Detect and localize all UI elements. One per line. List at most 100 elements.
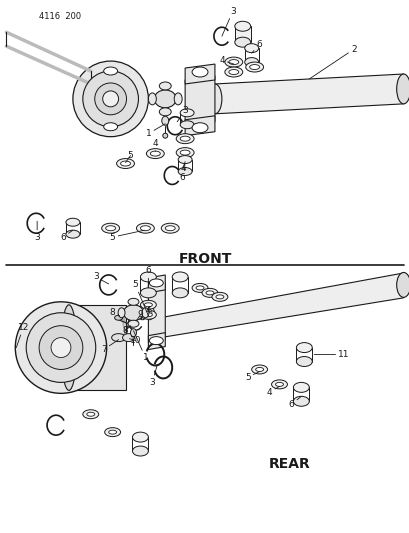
Text: 4116  200: 4116 200	[39, 12, 81, 21]
Text: 5: 5	[125, 151, 133, 163]
Ellipse shape	[245, 62, 263, 72]
Ellipse shape	[137, 306, 147, 320]
Ellipse shape	[176, 134, 193, 144]
Text: 3: 3	[177, 106, 188, 122]
Polygon shape	[234, 26, 250, 42]
Ellipse shape	[140, 310, 156, 319]
Ellipse shape	[196, 286, 204, 290]
Polygon shape	[185, 76, 214, 126]
Ellipse shape	[139, 309, 144, 316]
Ellipse shape	[146, 309, 151, 316]
Ellipse shape	[104, 427, 120, 437]
Text: 4: 4	[152, 139, 158, 151]
Ellipse shape	[120, 161, 130, 166]
Ellipse shape	[180, 136, 190, 141]
Text: 3: 3	[221, 7, 235, 36]
Ellipse shape	[228, 60, 238, 64]
Text: 5: 5	[110, 230, 144, 241]
Text: 3: 3	[149, 365, 157, 387]
Ellipse shape	[140, 300, 156, 309]
Ellipse shape	[123, 305, 143, 321]
Text: 3: 3	[93, 272, 108, 284]
Ellipse shape	[128, 298, 139, 305]
Ellipse shape	[271, 380, 287, 389]
Ellipse shape	[172, 288, 188, 298]
Text: 6: 6	[60, 230, 73, 241]
Text: 4: 4	[266, 386, 279, 397]
Ellipse shape	[293, 382, 308, 392]
Ellipse shape	[103, 67, 117, 75]
Polygon shape	[148, 275, 165, 293]
Ellipse shape	[144, 313, 152, 317]
Text: 4: 4	[180, 161, 186, 173]
Text: 8: 8	[110, 308, 119, 317]
Ellipse shape	[130, 306, 140, 320]
Text: 9: 9	[136, 310, 143, 321]
Ellipse shape	[180, 121, 193, 129]
Ellipse shape	[172, 272, 188, 282]
Circle shape	[15, 302, 106, 393]
Ellipse shape	[234, 37, 250, 47]
Ellipse shape	[144, 303, 152, 307]
Ellipse shape	[132, 432, 148, 442]
Ellipse shape	[154, 90, 176, 108]
Text: 5: 5	[244, 372, 259, 382]
Text: 6: 6	[251, 39, 262, 53]
Ellipse shape	[228, 69, 238, 75]
Text: REAR: REAR	[268, 457, 310, 471]
Ellipse shape	[180, 150, 190, 155]
Text: 6: 6	[145, 266, 151, 285]
Ellipse shape	[101, 223, 119, 233]
Ellipse shape	[111, 334, 125, 342]
Ellipse shape	[180, 109, 193, 117]
Ellipse shape	[149, 279, 163, 287]
Ellipse shape	[396, 74, 409, 104]
Circle shape	[94, 83, 126, 115]
Ellipse shape	[275, 382, 283, 386]
Ellipse shape	[224, 67, 242, 77]
Ellipse shape	[83, 410, 99, 419]
Ellipse shape	[296, 357, 312, 367]
Ellipse shape	[293, 397, 308, 406]
Text: 1: 1	[133, 330, 148, 362]
Ellipse shape	[296, 343, 312, 352]
Circle shape	[102, 91, 118, 107]
Ellipse shape	[122, 334, 134, 342]
Circle shape	[39, 326, 83, 369]
Ellipse shape	[128, 320, 139, 327]
Ellipse shape	[87, 412, 94, 416]
Ellipse shape	[140, 272, 156, 282]
Text: 5: 5	[132, 280, 148, 316]
Circle shape	[26, 313, 96, 382]
Ellipse shape	[142, 308, 148, 318]
Circle shape	[73, 61, 148, 136]
Ellipse shape	[115, 315, 122, 320]
Text: 7: 7	[101, 340, 118, 354]
Text: 10: 10	[129, 336, 141, 345]
Ellipse shape	[66, 230, 80, 238]
Polygon shape	[185, 64, 214, 84]
Ellipse shape	[165, 225, 175, 231]
Text: 12: 12	[16, 323, 29, 348]
Ellipse shape	[244, 44, 258, 53]
Ellipse shape	[144, 306, 154, 320]
Ellipse shape	[205, 291, 213, 295]
Polygon shape	[214, 74, 402, 114]
Ellipse shape	[66, 218, 80, 226]
Ellipse shape	[108, 430, 116, 434]
Polygon shape	[69, 305, 125, 390]
Ellipse shape	[162, 133, 167, 138]
Text: 2: 2	[308, 45, 356, 79]
Polygon shape	[148, 283, 165, 343]
Ellipse shape	[396, 272, 409, 297]
Text: FRONT: FRONT	[178, 252, 231, 266]
Ellipse shape	[161, 223, 179, 233]
Ellipse shape	[176, 148, 193, 158]
Ellipse shape	[216, 295, 223, 299]
Ellipse shape	[249, 64, 259, 69]
Ellipse shape	[116, 158, 134, 168]
Circle shape	[83, 71, 138, 127]
Ellipse shape	[162, 116, 169, 125]
Ellipse shape	[148, 93, 156, 105]
Ellipse shape	[136, 223, 154, 233]
